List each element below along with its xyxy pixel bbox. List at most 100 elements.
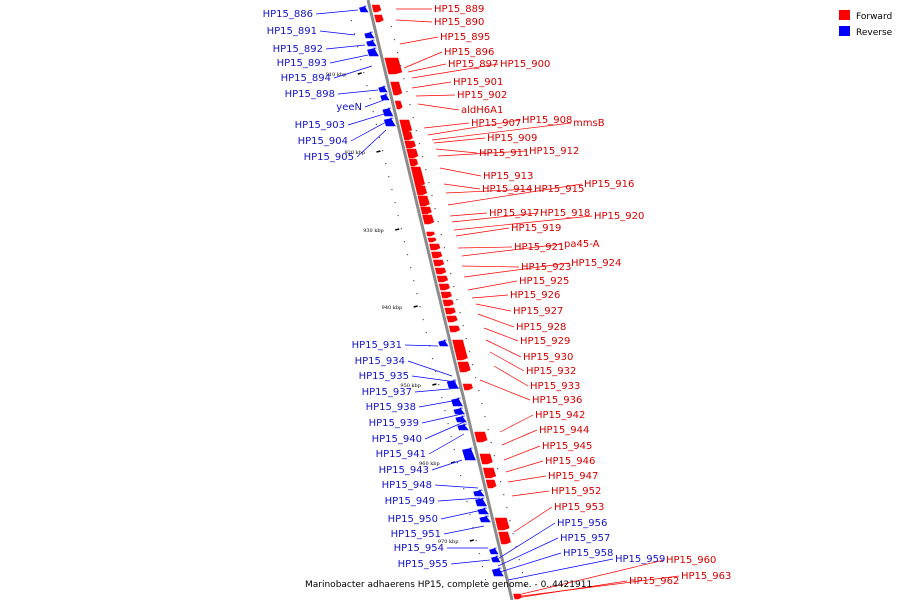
reverse-gene-shape	[489, 547, 499, 555]
bg-dot	[521, 572, 524, 574]
label-leader	[347, 113, 385, 126]
label-leader	[507, 558, 614, 581]
reverse-gene-shape	[364, 31, 375, 39]
bg-dot	[478, 390, 480, 392]
label-leader	[395, 19, 433, 23]
gene-label: HP15_889	[434, 4, 484, 15]
bg-dot	[468, 351, 470, 353]
gene-label: HP15_938	[366, 402, 416, 413]
bg-dot	[422, 319, 424, 321]
reverse-gene-shape	[491, 567, 504, 577]
reverse-gene-shape	[446, 379, 459, 389]
gene-label: HP15_892	[273, 44, 323, 55]
reverse-gene-shape	[359, 5, 369, 13]
bg-dot	[369, 98, 371, 100]
bg-dot	[512, 533, 514, 535]
bg-dot	[353, 33, 356, 35]
label-leader	[521, 559, 665, 595]
label-leader	[407, 63, 447, 73]
label-leader	[414, 387, 461, 393]
reverse-gene-shape	[380, 93, 390, 101]
bg-dot	[443, 247, 446, 249]
label-leader	[475, 303, 512, 312]
label-leader	[507, 475, 547, 483]
gene-label: HP15_940	[372, 434, 422, 445]
bg-dot	[463, 488, 465, 490]
reverse-gene-shape	[475, 497, 487, 507]
gene-label: HP15_948	[382, 480, 432, 491]
forward-gene-shape	[446, 315, 458, 323]
forward-gene-shape	[479, 453, 493, 465]
bg-dot	[393, 39, 396, 41]
gene-label: HP15_916	[584, 179, 634, 190]
gene-label: HP15_907	[471, 118, 521, 129]
bg-dot	[503, 494, 505, 496]
label-leader	[399, 36, 439, 45]
label-leader	[418, 399, 459, 408]
gene-labels: HP15_889 HP15_890 HP15_895 HP15_896HP15_897…	[263, 4, 732, 587]
bg-dot	[400, 65, 402, 67]
gene-label: HP15_932	[526, 366, 576, 377]
label-leader	[403, 51, 443, 69]
forward-gene-shape	[404, 140, 416, 149]
forward-gene-shape	[434, 267, 447, 275]
forward-gene-shape	[438, 283, 450, 291]
label-leader	[404, 344, 439, 347]
bg-dot	[462, 325, 464, 327]
bg-dot	[431, 358, 434, 360]
gene-label: HP15_937	[362, 387, 412, 398]
forward-gene-shape	[462, 383, 473, 391]
gene-label: HP15_960	[666, 555, 716, 566]
forward-gene-shape	[444, 307, 456, 315]
gene-label: HP15_947	[548, 471, 598, 482]
reverse-gene-shape	[453, 407, 465, 415]
gene-label: HP15_913	[483, 171, 533, 182]
bg-dot	[466, 501, 468, 503]
label-leader	[515, 580, 628, 599]
bg-dot	[465, 338, 467, 340]
label-leader	[499, 414, 534, 433]
gene-label: HP15_934	[355, 356, 405, 367]
bg-dot	[509, 520, 511, 522]
bg-dot	[394, 202, 396, 204]
label-leader	[501, 429, 538, 446]
bg-dot	[481, 403, 483, 405]
label-leader	[428, 433, 465, 455]
reverse-gene-shape	[383, 117, 396, 127]
label-leader	[449, 212, 488, 217]
label-leader	[445, 188, 533, 194]
bg-dot	[419, 306, 421, 308]
scale-tick	[432, 383, 437, 386]
reverse-gene-shape	[479, 515, 491, 523]
label-leader	[407, 360, 453, 377]
reverse-gene-shape	[457, 423, 469, 431]
label-leader	[443, 183, 481, 190]
bg-dot	[363, 72, 365, 74]
bg-dot	[446, 260, 449, 262]
label-leader	[329, 54, 369, 64]
label-leader	[437, 150, 528, 157]
bg-dot	[435, 371, 437, 373]
gene-label: HP15_939	[369, 418, 419, 429]
label-leader	[333, 65, 373, 79]
gene-label: HP15_902	[457, 90, 507, 101]
forward-gene-shape	[513, 593, 523, 600]
label-leader	[315, 9, 359, 15]
reverse-gene-shape	[473, 489, 485, 497]
bg-dot	[403, 241, 406, 243]
bg-dot	[490, 442, 492, 444]
background-dots	[350, 20, 527, 587]
bg-dot	[372, 111, 374, 113]
forward-gene-shape	[420, 206, 432, 215]
bg-dot	[431, 195, 433, 197]
label-leader	[483, 327, 519, 342]
forward-gene-shape	[431, 251, 443, 259]
bg-dot	[469, 514, 471, 516]
label-leader	[479, 379, 531, 401]
gene-label: HP15_941	[376, 449, 426, 460]
gene-label: HP15_959	[615, 554, 665, 565]
bg-dot	[422, 156, 424, 158]
bg-dot	[450, 436, 452, 438]
forward-gene-shape	[410, 166, 425, 187]
gene-label: HP15_956	[557, 518, 607, 529]
